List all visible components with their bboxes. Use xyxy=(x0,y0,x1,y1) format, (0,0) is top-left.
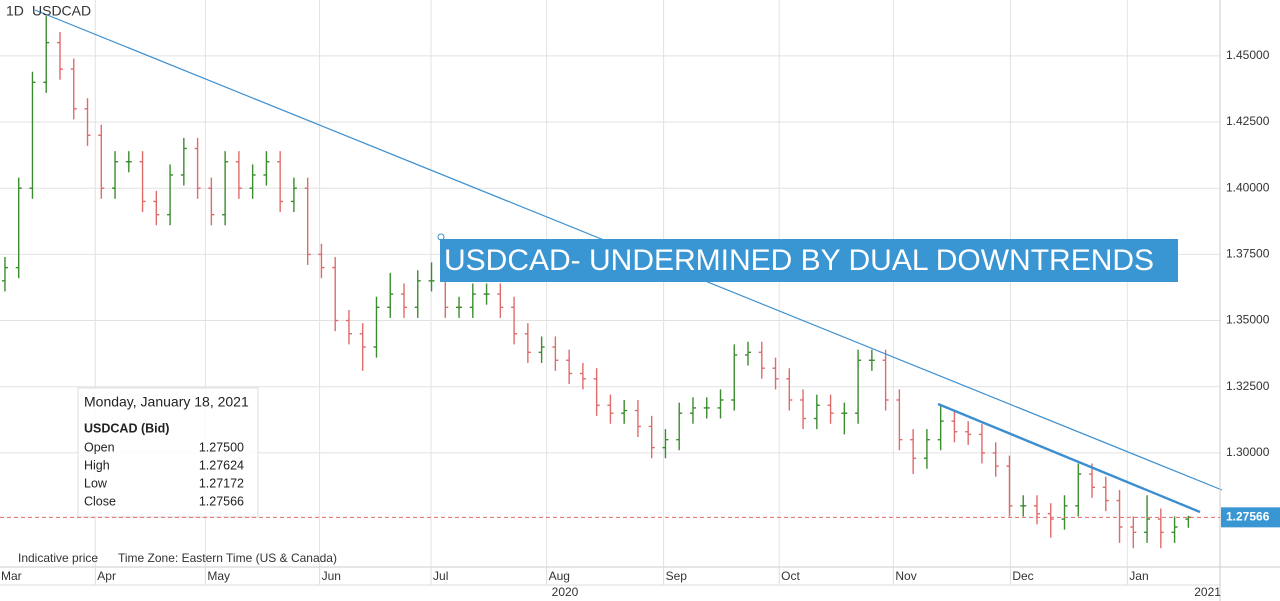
info-box: Monday, January 18, 2021 USDCAD (Bid) Op… xyxy=(77,387,259,518)
footer-note: Indicative price xyxy=(18,551,98,565)
timeframe: 1D xyxy=(6,3,24,19)
chart-title: USDCAD xyxy=(32,3,91,19)
y-tick-label: 1.37500 xyxy=(1226,247,1270,261)
info-date: Monday, January 18, 2021 xyxy=(84,394,249,410)
x-tick-label: Jan xyxy=(1129,569,1148,583)
y-tick-label: 1.35000 xyxy=(1226,313,1270,327)
x-tick-label: Jun xyxy=(322,569,341,583)
x-tick-label: Jul xyxy=(433,569,448,583)
trendline-short xyxy=(937,402,1201,514)
info-value: 1.27172 xyxy=(199,476,244,490)
year-label: 2021 xyxy=(1194,585,1221,599)
x-tick-label: Oct xyxy=(781,569,800,583)
info-label: Low xyxy=(84,476,108,490)
year-label: 2020 xyxy=(552,585,579,599)
x-tick-label: May xyxy=(207,569,230,583)
grid xyxy=(0,0,1220,567)
x-tick-label: Sep xyxy=(666,569,688,583)
info-value: 1.27566 xyxy=(199,494,244,508)
info-label: High xyxy=(84,458,110,472)
y-tick-label: 1.40000 xyxy=(1226,180,1270,194)
x-tick-label: Apr xyxy=(97,569,116,583)
last-price-label: 1.27566 xyxy=(1226,510,1270,524)
annotation: USDCAD- UNDERMINED BY DUAL DOWNTRENDS xyxy=(444,244,1154,277)
annotation-box xyxy=(440,239,1178,282)
x-tick-label: Mar xyxy=(1,569,22,583)
x-tick-label: Dec xyxy=(1012,569,1033,583)
info-value: 1.27624 xyxy=(199,458,244,472)
info-value: 1.27500 xyxy=(199,440,244,454)
info-label: Close xyxy=(84,494,116,508)
x-tick-label: Aug xyxy=(549,569,570,583)
x-tick-label: Nov xyxy=(895,569,916,583)
info-label: Open xyxy=(84,440,115,454)
info-box-bg xyxy=(77,387,259,518)
footer-timezone: Time Zone: Eastern Time (US & Canada) xyxy=(118,551,337,565)
last-price-box xyxy=(1221,507,1280,528)
y-tick-label: 1.32500 xyxy=(1226,379,1270,393)
info-rows: Open 1.27500 High 1.27624 Low 1.27172 Close 1.2… xyxy=(84,440,244,508)
y-tick-label: 1.30000 xyxy=(1226,445,1270,459)
info-symbol: USDCAD (Bid) xyxy=(84,421,169,435)
bars xyxy=(1,16,1192,549)
y-tick-label: 1.42500 xyxy=(1226,114,1270,128)
y-tick-label: 1.45000 xyxy=(1226,48,1270,62)
